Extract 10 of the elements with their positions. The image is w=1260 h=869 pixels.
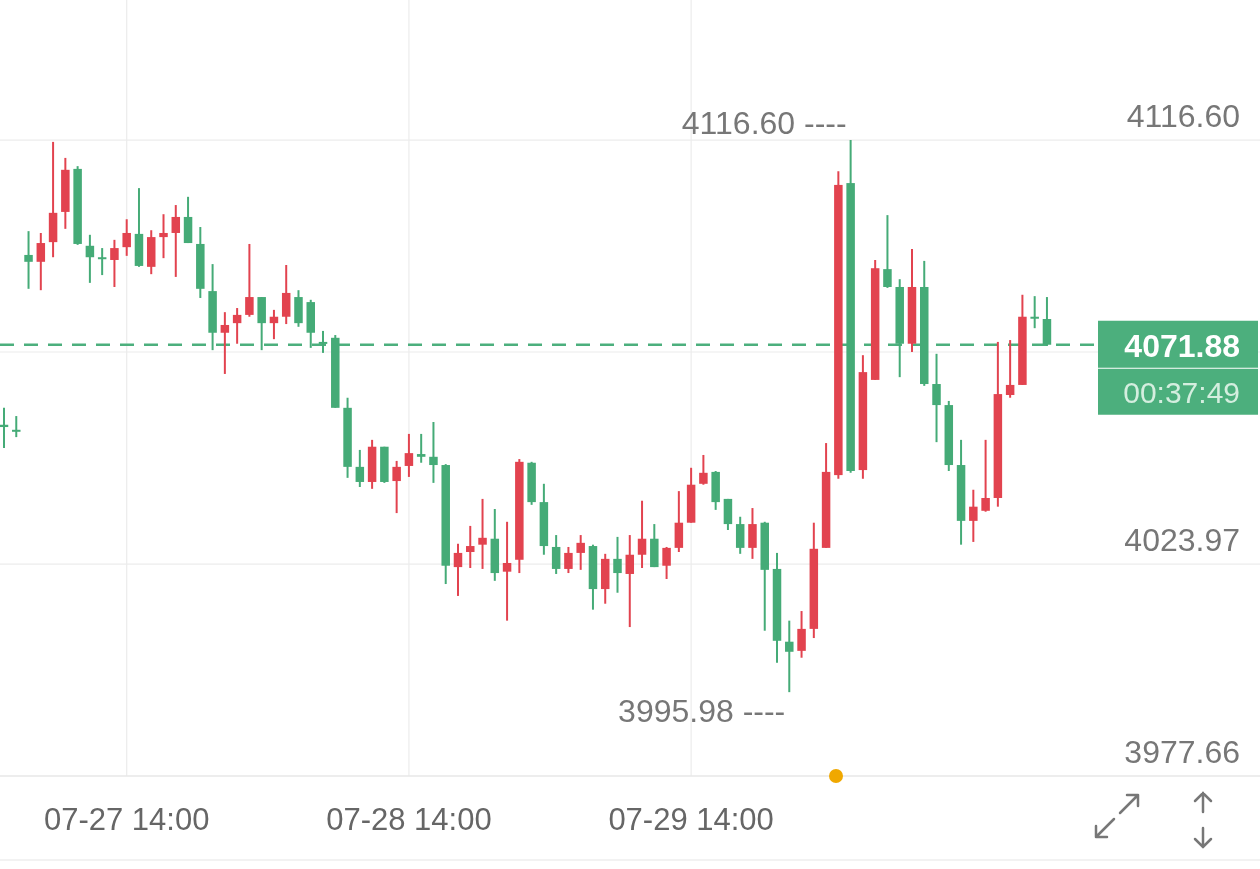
ref-line-label: 4071.88: [1124, 327, 1240, 364]
x-tick-label: 07-29 14:00: [608, 802, 774, 837]
y-tick-label: 3977.66: [1124, 734, 1240, 770]
y-tick-label: 4023.97: [1124, 522, 1240, 559]
text: 00:37:49: [1123, 375, 1240, 409]
annotation: 4116.60 ----: [681, 105, 847, 142]
y-tick-label: 4116.60: [1126, 98, 1240, 135]
x-tick-label: 07-27 14:00: [43, 802, 210, 837]
x-tick-label: 07-28 14:00: [326, 802, 492, 837]
annotation: 3995.98 ----: [618, 693, 786, 730]
